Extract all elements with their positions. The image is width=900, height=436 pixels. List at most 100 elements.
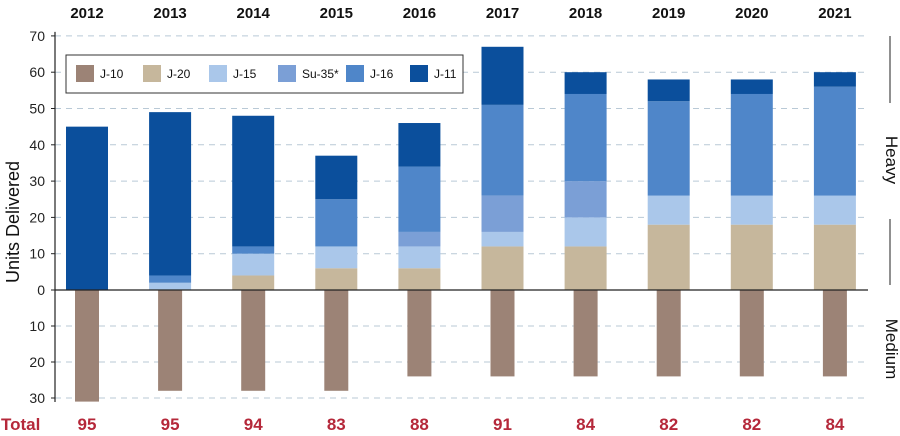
bar-segment-j11 — [647, 79, 690, 102]
bar-segment-j20 — [813, 224, 856, 290]
legend-box — [65, 54, 464, 94]
legend-swatch — [76, 65, 94, 82]
bar-segment-j15 — [149, 282, 192, 290]
bar-segment-j15 — [315, 246, 358, 269]
side-label-medium: Medium — [882, 319, 900, 379]
bar-segment-j15 — [481, 231, 524, 247]
total-value: 84 — [825, 415, 844, 434]
x-category-label: 2018 — [569, 5, 602, 22]
y-tick-label: 60 — [29, 64, 45, 80]
legend-label: Su-35* — [302, 67, 339, 81]
legend-swatch — [346, 65, 364, 82]
legend-label: J-16 — [370, 67, 394, 81]
total-value: 91 — [493, 415, 512, 434]
bar-segment-j16 — [564, 93, 607, 182]
x-category-label: 2019 — [652, 5, 685, 22]
bar-segment-j16 — [315, 199, 358, 247]
x-category-label: 2014 — [237, 5, 271, 22]
bar-segment-j10 — [822, 290, 847, 377]
x-category-label: 2012 — [70, 5, 103, 22]
totals-row-label: Total — [1, 415, 40, 434]
total-value: 84 — [576, 415, 595, 434]
total-value: 94 — [244, 415, 263, 434]
y-tick-label: 10 — [29, 318, 45, 334]
bar-segment-j20 — [730, 224, 773, 290]
bar-segment-j10 — [490, 290, 515, 377]
bar-segment-j16 — [647, 101, 690, 196]
bar-segment-j16 — [481, 104, 524, 196]
total-value: 82 — [742, 415, 761, 434]
bar-segment-j15 — [564, 217, 607, 247]
bar-segment-j20 — [315, 268, 358, 290]
bar-segment-su35 — [481, 195, 524, 232]
bar-segment-j16 — [813, 86, 856, 196]
y-tick-label: 50 — [29, 101, 45, 117]
total-value: 82 — [659, 415, 678, 434]
y-tick-label: 30 — [29, 390, 45, 406]
x-category-label: 2015 — [320, 5, 353, 22]
y-tick-label: 10 — [29, 246, 45, 262]
x-category-label: 2020 — [735, 5, 768, 22]
bar-segment-j20 — [481, 246, 524, 290]
bar-segment-j16 — [398, 166, 441, 232]
legend-label: J-11 — [434, 67, 457, 81]
bars — [66, 46, 856, 402]
total-value: 95 — [161, 415, 180, 434]
bar-segment-j20 — [647, 224, 690, 290]
y-tick-label: 40 — [29, 137, 45, 153]
bar-segment-j16 — [730, 93, 773, 196]
bar-segment-j11 — [315, 155, 358, 200]
bar-segment-j16 — [232, 246, 275, 254]
total-value: 88 — [410, 415, 429, 434]
x-category-label: 2017 — [486, 5, 519, 22]
bar-segment-j11 — [564, 72, 607, 94]
bar-segment-su35 — [398, 231, 441, 247]
legend-label: J-10 — [100, 67, 124, 81]
y-tick-label: 30 — [29, 173, 45, 189]
bar-segment-j15 — [730, 195, 773, 225]
bar-segment-j10 — [739, 290, 764, 377]
y-axis-title: Units Delivered — [3, 161, 23, 283]
x-category-label: 2016 — [403, 5, 436, 22]
bar-segment-j11 — [813, 72, 856, 87]
bar-segment-j15 — [813, 195, 856, 225]
bar-segment-j11 — [232, 115, 275, 247]
bar-segment-j15 — [232, 253, 275, 276]
bar-segment-j10 — [656, 290, 681, 377]
bar-segment-j10 — [75, 290, 99, 402]
bar-segment-j11 — [730, 79, 773, 94]
total-value: 83 — [327, 415, 346, 434]
bar-segment-j10 — [324, 290, 349, 391]
bar-segment-j10 — [573, 290, 598, 377]
y-tick-label: 70 — [29, 28, 45, 44]
bar-segment-j20 — [564, 246, 607, 290]
x-category-label: 2021 — [818, 5, 851, 22]
bar-segment-j15 — [647, 195, 690, 225]
legend-swatch — [209, 65, 227, 82]
bar-segment-j11 — [66, 126, 108, 291]
y-tick-label: 0 — [37, 282, 45, 298]
side-label-heavy: Heavy — [882, 136, 900, 185]
legend-label: J-20 — [167, 67, 191, 81]
total-value: 95 — [78, 415, 97, 434]
legend-swatch — [143, 65, 161, 82]
bar-segment-j11 — [481, 46, 524, 105]
bar-segment-j20 — [232, 275, 275, 290]
legend-label: J-15 — [233, 67, 257, 81]
bar-segment-j11 — [398, 123, 441, 167]
bar-segment-j11 — [149, 112, 192, 276]
bar-segment-j16 — [149, 275, 192, 283]
y-tick-label: 20 — [29, 209, 45, 225]
legend: J-10 J-20 J-15 Su-35* J-16 J-11 — [65, 54, 464, 94]
bar-segment-j20 — [398, 268, 441, 290]
legend-swatch — [278, 65, 296, 82]
bar-segment-j15 — [398, 246, 441, 269]
legend-swatch — [410, 65, 428, 82]
bar-segment-j10 — [241, 290, 266, 391]
y-tick-label: 20 — [29, 354, 45, 370]
bar-segment-su35 — [564, 181, 607, 218]
bar-segment-j10 — [407, 290, 432, 377]
bar-segment-j10 — [158, 290, 183, 391]
x-category-label: 2013 — [153, 5, 186, 22]
